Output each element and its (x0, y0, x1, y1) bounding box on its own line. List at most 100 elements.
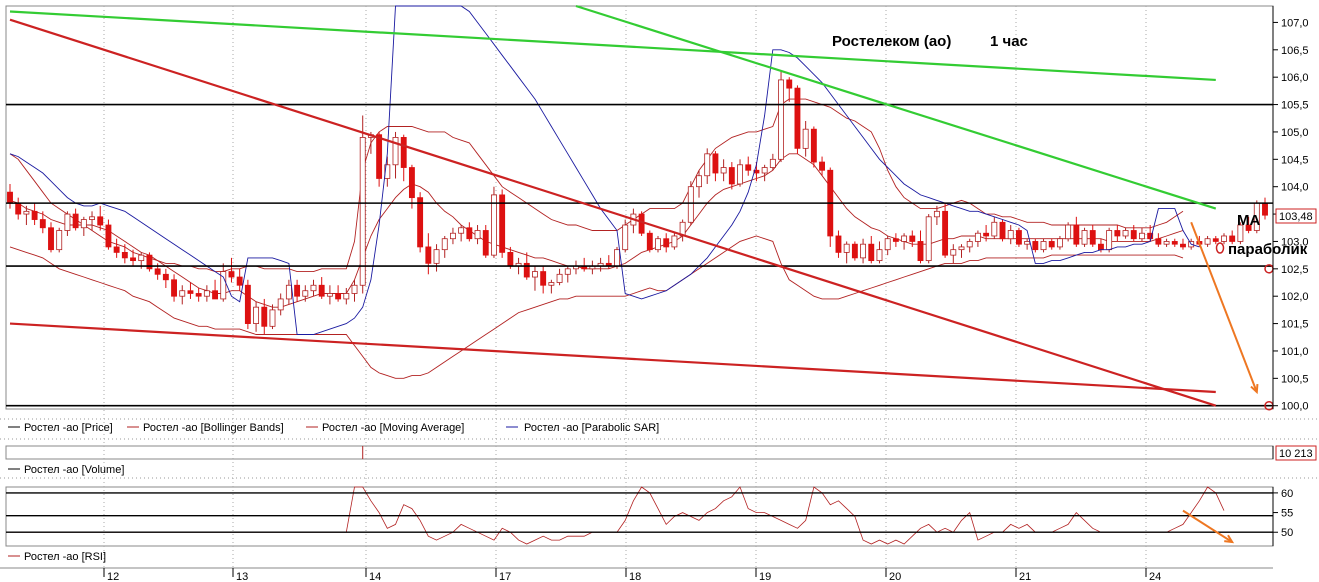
candle-body (655, 238, 661, 251)
candle-body (171, 279, 177, 297)
candle-body (614, 249, 620, 267)
candle-body (154, 268, 161, 275)
rsi-tick-label-1: 55 (1281, 508, 1293, 520)
candle-body (991, 221, 998, 237)
candle-body (408, 167, 415, 199)
date-label-2: 14 (369, 571, 381, 582)
candle-body (400, 137, 407, 168)
bollinger-lower-line (9, 235, 1184, 379)
candle-body (548, 282, 555, 286)
price-tick-label-12: 101,0 (1281, 346, 1309, 358)
legend-bollinger: Ростел -ао [Bollinger Bands] (143, 422, 284, 434)
candle-body (449, 232, 456, 240)
candle-body (261, 306, 268, 327)
trendline-green-lower (575, 4, 1217, 210)
date-label-4: 18 (629, 571, 641, 582)
candle-body (1122, 230, 1129, 237)
legend-volume: Ростел -ао [Volume] (24, 464, 124, 476)
candle-body (244, 284, 251, 324)
candle-body (1114, 230, 1121, 237)
forecast-arrow-0 (1190, 221, 1258, 393)
candle-body (687, 186, 694, 223)
candle-body (794, 87, 801, 149)
date-label-6: 20 (889, 571, 901, 582)
candle-body (1180, 243, 1186, 248)
candle-body (466, 227, 473, 240)
candle-body (1163, 241, 1170, 245)
candle-body (64, 213, 71, 231)
candle-body (433, 249, 440, 264)
candle-body (696, 175, 702, 188)
candle-body (802, 128, 809, 149)
candle-body (819, 161, 826, 171)
candle-body (138, 254, 145, 262)
candle-body (966, 241, 973, 248)
candle-body (942, 210, 949, 256)
candle-body (1032, 241, 1039, 251)
candle-body (983, 232, 990, 237)
candle-body (31, 210, 38, 220)
candle-body (326, 293, 333, 297)
candle-body (425, 246, 432, 264)
candle-body (1212, 238, 1219, 242)
forecast-arrow-1 (1182, 509, 1233, 543)
candle-body (187, 290, 194, 294)
candle-body (48, 227, 54, 251)
candle-body (179, 290, 186, 297)
candle-body (564, 268, 571, 275)
candle-body (1106, 230, 1113, 251)
legend-sar: Ростел -ао [Parabolic SAR] (524, 422, 659, 434)
price-tick-label-9: 102,5 (1281, 264, 1309, 276)
candle-body (89, 216, 95, 220)
price-tick-label-5: 104,5 (1281, 154, 1309, 166)
candle-body (130, 257, 136, 262)
chart-title: Ростелеком (ао) (832, 33, 951, 50)
candle-body (1130, 230, 1137, 240)
candle-body (351, 284, 358, 294)
candle-body (917, 241, 924, 262)
date-label-7: 21 (1019, 571, 1031, 582)
volume-badge (1275, 445, 1317, 461)
candle-body (1024, 241, 1031, 245)
candle-body (1139, 232, 1145, 240)
moving-average-line (9, 153, 1184, 308)
candle-body (474, 230, 481, 240)
candle-body (384, 164, 391, 179)
forecast-arrowhead-1 (1224, 534, 1235, 544)
candle-body (1245, 224, 1252, 231)
candle-body (925, 216, 932, 262)
candle-body (892, 238, 899, 242)
trendline-red-lower (9, 322, 1216, 394)
candle-body (556, 273, 563, 283)
candle-body (277, 298, 284, 311)
candle-body (392, 137, 399, 166)
candle-body (999, 221, 1006, 240)
candle-body (712, 153, 719, 174)
legend-price: Ростел -ао [Price] (24, 422, 113, 434)
parabolic-sar-line (9, 5, 1200, 335)
candle-body (1048, 241, 1055, 248)
candle-body (810, 128, 817, 163)
candle-body (1056, 238, 1063, 248)
candle-body (1171, 241, 1178, 245)
candle-body (1262, 202, 1268, 216)
price-tick-label-1: 106,5 (1281, 45, 1309, 57)
candle-body (1098, 243, 1104, 251)
candle-body (1040, 241, 1047, 251)
date-label-3: 17 (499, 571, 511, 582)
candle-body (974, 232, 981, 242)
candle-body (1065, 224, 1072, 240)
candle-body (121, 251, 128, 259)
candle-body (909, 235, 916, 242)
price-tick-label-14: 100,0 (1281, 401, 1309, 413)
candle-body (335, 293, 342, 300)
candle-body (843, 243, 850, 253)
candle-body (876, 249, 883, 262)
last-price-badge (1275, 208, 1317, 224)
price-tick-label-10: 102,0 (1281, 291, 1309, 303)
candle-body (622, 224, 629, 251)
candle-body (253, 306, 260, 324)
candle-body (285, 284, 292, 300)
candle-body (523, 262, 530, 278)
